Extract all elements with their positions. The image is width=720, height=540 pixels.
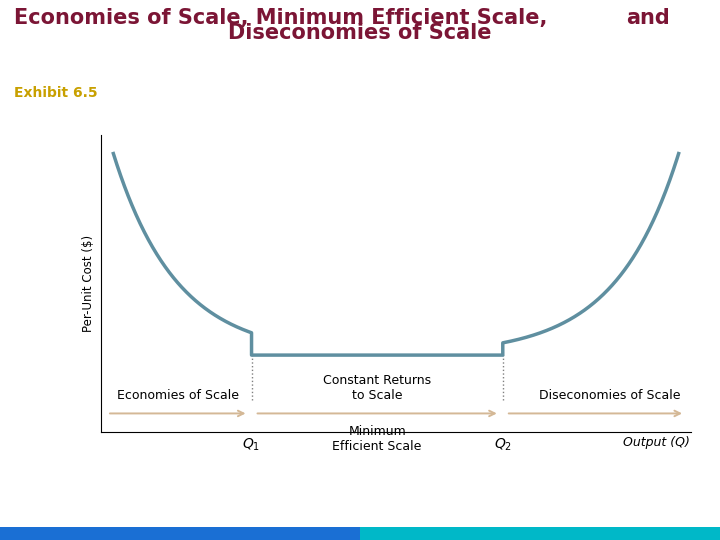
- Text: Economies of Scale: Economies of Scale: [117, 389, 239, 402]
- Text: $Q_2$: $Q_2$: [494, 436, 512, 453]
- Y-axis label: Per-Unit Cost ($): Per-Unit Cost ($): [82, 235, 95, 332]
- Text: Economies of Scale, Minimum Efficient Scale,: Economies of Scale, Minimum Efficient Sc…: [14, 8, 548, 28]
- Text: and: and: [626, 8, 670, 28]
- Text: Minimum
Efficient Scale: Minimum Efficient Scale: [333, 425, 422, 453]
- Text: Diseconomies of Scale: Diseconomies of Scale: [539, 389, 680, 402]
- Text: Output (Q): Output (Q): [623, 436, 690, 449]
- Text: Diseconomies of Scale: Diseconomies of Scale: [228, 23, 492, 43]
- Text: Exhibit 6.5: Exhibit 6.5: [14, 86, 98, 100]
- Text: Constant Returns
to Scale: Constant Returns to Scale: [323, 374, 431, 402]
- Text: $Q_1$: $Q_1$: [243, 436, 261, 453]
